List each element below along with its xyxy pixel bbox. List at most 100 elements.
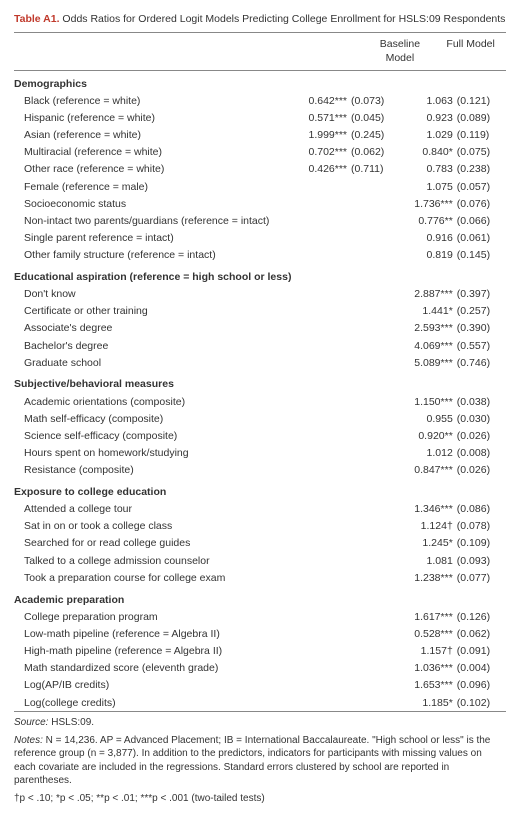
table-row: Bachelor's degree4.069***(0.557)	[14, 337, 506, 354]
row-label: Talked to a college admission counselor	[14, 552, 294, 569]
row-label: Log(college credits)	[14, 694, 294, 711]
source-label: Source:	[14, 717, 48, 728]
row-label: Bachelor's degree	[14, 337, 294, 354]
row-label: Attended a college tour	[14, 501, 294, 518]
baseline-value	[294, 445, 351, 462]
row-label: Don't know	[14, 286, 294, 303]
baseline-value	[294, 286, 351, 303]
baseline-value: 0.642***	[294, 92, 351, 109]
baseline-se	[351, 552, 400, 569]
baseline-se	[351, 337, 400, 354]
row-label: Math standardized score (eleventh grade)	[14, 660, 294, 677]
full-value: 4.069***	[400, 337, 457, 354]
row-label: Sat in on or took a college class	[14, 518, 294, 535]
baseline-se	[351, 178, 400, 195]
baseline-value: 0.571***	[294, 109, 351, 126]
col-full: Full Model	[435, 33, 506, 69]
baseline-value	[294, 195, 351, 212]
table-row: Talked to a college admission counselor 1…	[14, 552, 506, 569]
full-value: 2.887***	[400, 286, 457, 303]
full-value: 0.819	[400, 247, 457, 264]
full-value: 1.036***	[400, 660, 457, 677]
baseline-value	[294, 625, 351, 642]
full-se: (0.397)	[457, 286, 506, 303]
table-title: Table A1. Odds Ratios for Ordered Logit …	[14, 12, 506, 26]
row-label: College preparation program	[14, 608, 294, 625]
full-value: 5.089***	[400, 354, 457, 371]
baseline-se	[351, 569, 400, 586]
full-se: (0.093)	[457, 552, 506, 569]
row-label: Asian (reference = white)	[14, 127, 294, 144]
baseline-value	[294, 501, 351, 518]
baseline-value: 0.426***	[294, 161, 351, 178]
full-value: 0.847***	[400, 462, 457, 479]
row-label: Graduate school	[14, 354, 294, 371]
full-se: (0.004)	[457, 660, 506, 677]
table-row: Socioeconomic status1.736***(0.076)	[14, 195, 506, 212]
table-row: Single parent reference = intact)0.916(0…	[14, 230, 506, 247]
row-label: Female (reference = male)	[14, 178, 294, 195]
baseline-value	[294, 247, 351, 264]
baseline-se	[351, 501, 400, 518]
table-row: Graduate school 5.089***(0.746)	[14, 354, 506, 371]
full-value: 0.840*	[400, 144, 457, 161]
full-value: 1.441*	[400, 303, 457, 320]
table-row: High-math pipeline (reference = Algebra …	[14, 643, 506, 660]
full-se: (0.076)	[457, 195, 506, 212]
row-label: Math self-efficacy (composite)	[14, 410, 294, 427]
baseline-se	[351, 643, 400, 660]
table-row: Non-intact two parents/guardians (refere…	[14, 212, 506, 229]
rule-bottom	[14, 711, 506, 712]
full-se: (0.096)	[457, 677, 506, 694]
full-value: 2.593***	[400, 320, 457, 337]
row-label: Resistance (composite)	[14, 462, 294, 479]
table-row: Log(AP/IB credits)1.653***(0.096)	[14, 677, 506, 694]
full-value: 0.916	[400, 230, 457, 247]
table-row: Low-math pipeline (reference = Algebra I…	[14, 625, 506, 642]
full-value: 0.776**	[400, 212, 457, 229]
baseline-value	[294, 320, 351, 337]
full-value: 1.736***	[400, 195, 457, 212]
full-value: 1.185*	[400, 694, 457, 711]
full-se: (0.238)	[457, 161, 506, 178]
table-row: Attended a college tour1.346***(0.086)	[14, 501, 506, 518]
row-label: Single parent reference = intact)	[14, 230, 294, 247]
notes-text: N = 14,236. AP = Advanced Placement; IB …	[14, 735, 490, 787]
row-label: Black (reference = white)	[14, 92, 294, 109]
full-se: (0.089)	[457, 109, 506, 126]
row-label: Associate's degree	[14, 320, 294, 337]
full-se: (0.257)	[457, 303, 506, 320]
full-se: (0.746)	[457, 354, 506, 371]
baseline-se	[351, 393, 400, 410]
full-se: (0.109)	[457, 535, 506, 552]
baseline-se: (0.062)	[351, 144, 400, 161]
notes-block: Notes: N = 14,236. AP = Advanced Placeme…	[14, 734, 506, 788]
table-row: Black (reference = white)0.642***(0.073)…	[14, 92, 506, 109]
baseline-se: (0.045)	[351, 109, 400, 126]
table-row: Math self-efficacy (composite)0.955(0.03…	[14, 410, 506, 427]
row-label: High-math pipeline (reference = Algebra …	[14, 643, 294, 660]
table-row: Hours spent on homework/studying1.012(0.…	[14, 445, 506, 462]
full-value: 1.346***	[400, 501, 457, 518]
baseline-value	[294, 303, 351, 320]
row-label: Non-intact two parents/guardians (refere…	[14, 212, 294, 229]
table-row: Searched for or read college guides1.245…	[14, 535, 506, 552]
table-row: Don't know 2.887***(0.397)	[14, 286, 506, 303]
baseline-value	[294, 410, 351, 427]
baseline-se	[351, 694, 400, 711]
baseline-se	[351, 462, 400, 479]
full-se: (0.057)	[457, 178, 506, 195]
full-se: (0.026)	[457, 462, 506, 479]
significance-line: †p < .10; *p < .05; **p < .01; ***p < .0…	[14, 792, 506, 806]
full-se: (0.121)	[457, 92, 506, 109]
full-value: 1.081	[400, 552, 457, 569]
table-row: Hispanic (reference = white)0.571***(0.0…	[14, 109, 506, 126]
section-header: Demographics	[14, 71, 506, 93]
full-value: 1.063	[400, 92, 457, 109]
baseline-se	[351, 518, 400, 535]
full-se: (0.077)	[457, 569, 506, 586]
baseline-value	[294, 660, 351, 677]
full-se: (0.078)	[457, 518, 506, 535]
baseline-value	[294, 212, 351, 229]
row-label: Multiracial (reference = white)	[14, 144, 294, 161]
